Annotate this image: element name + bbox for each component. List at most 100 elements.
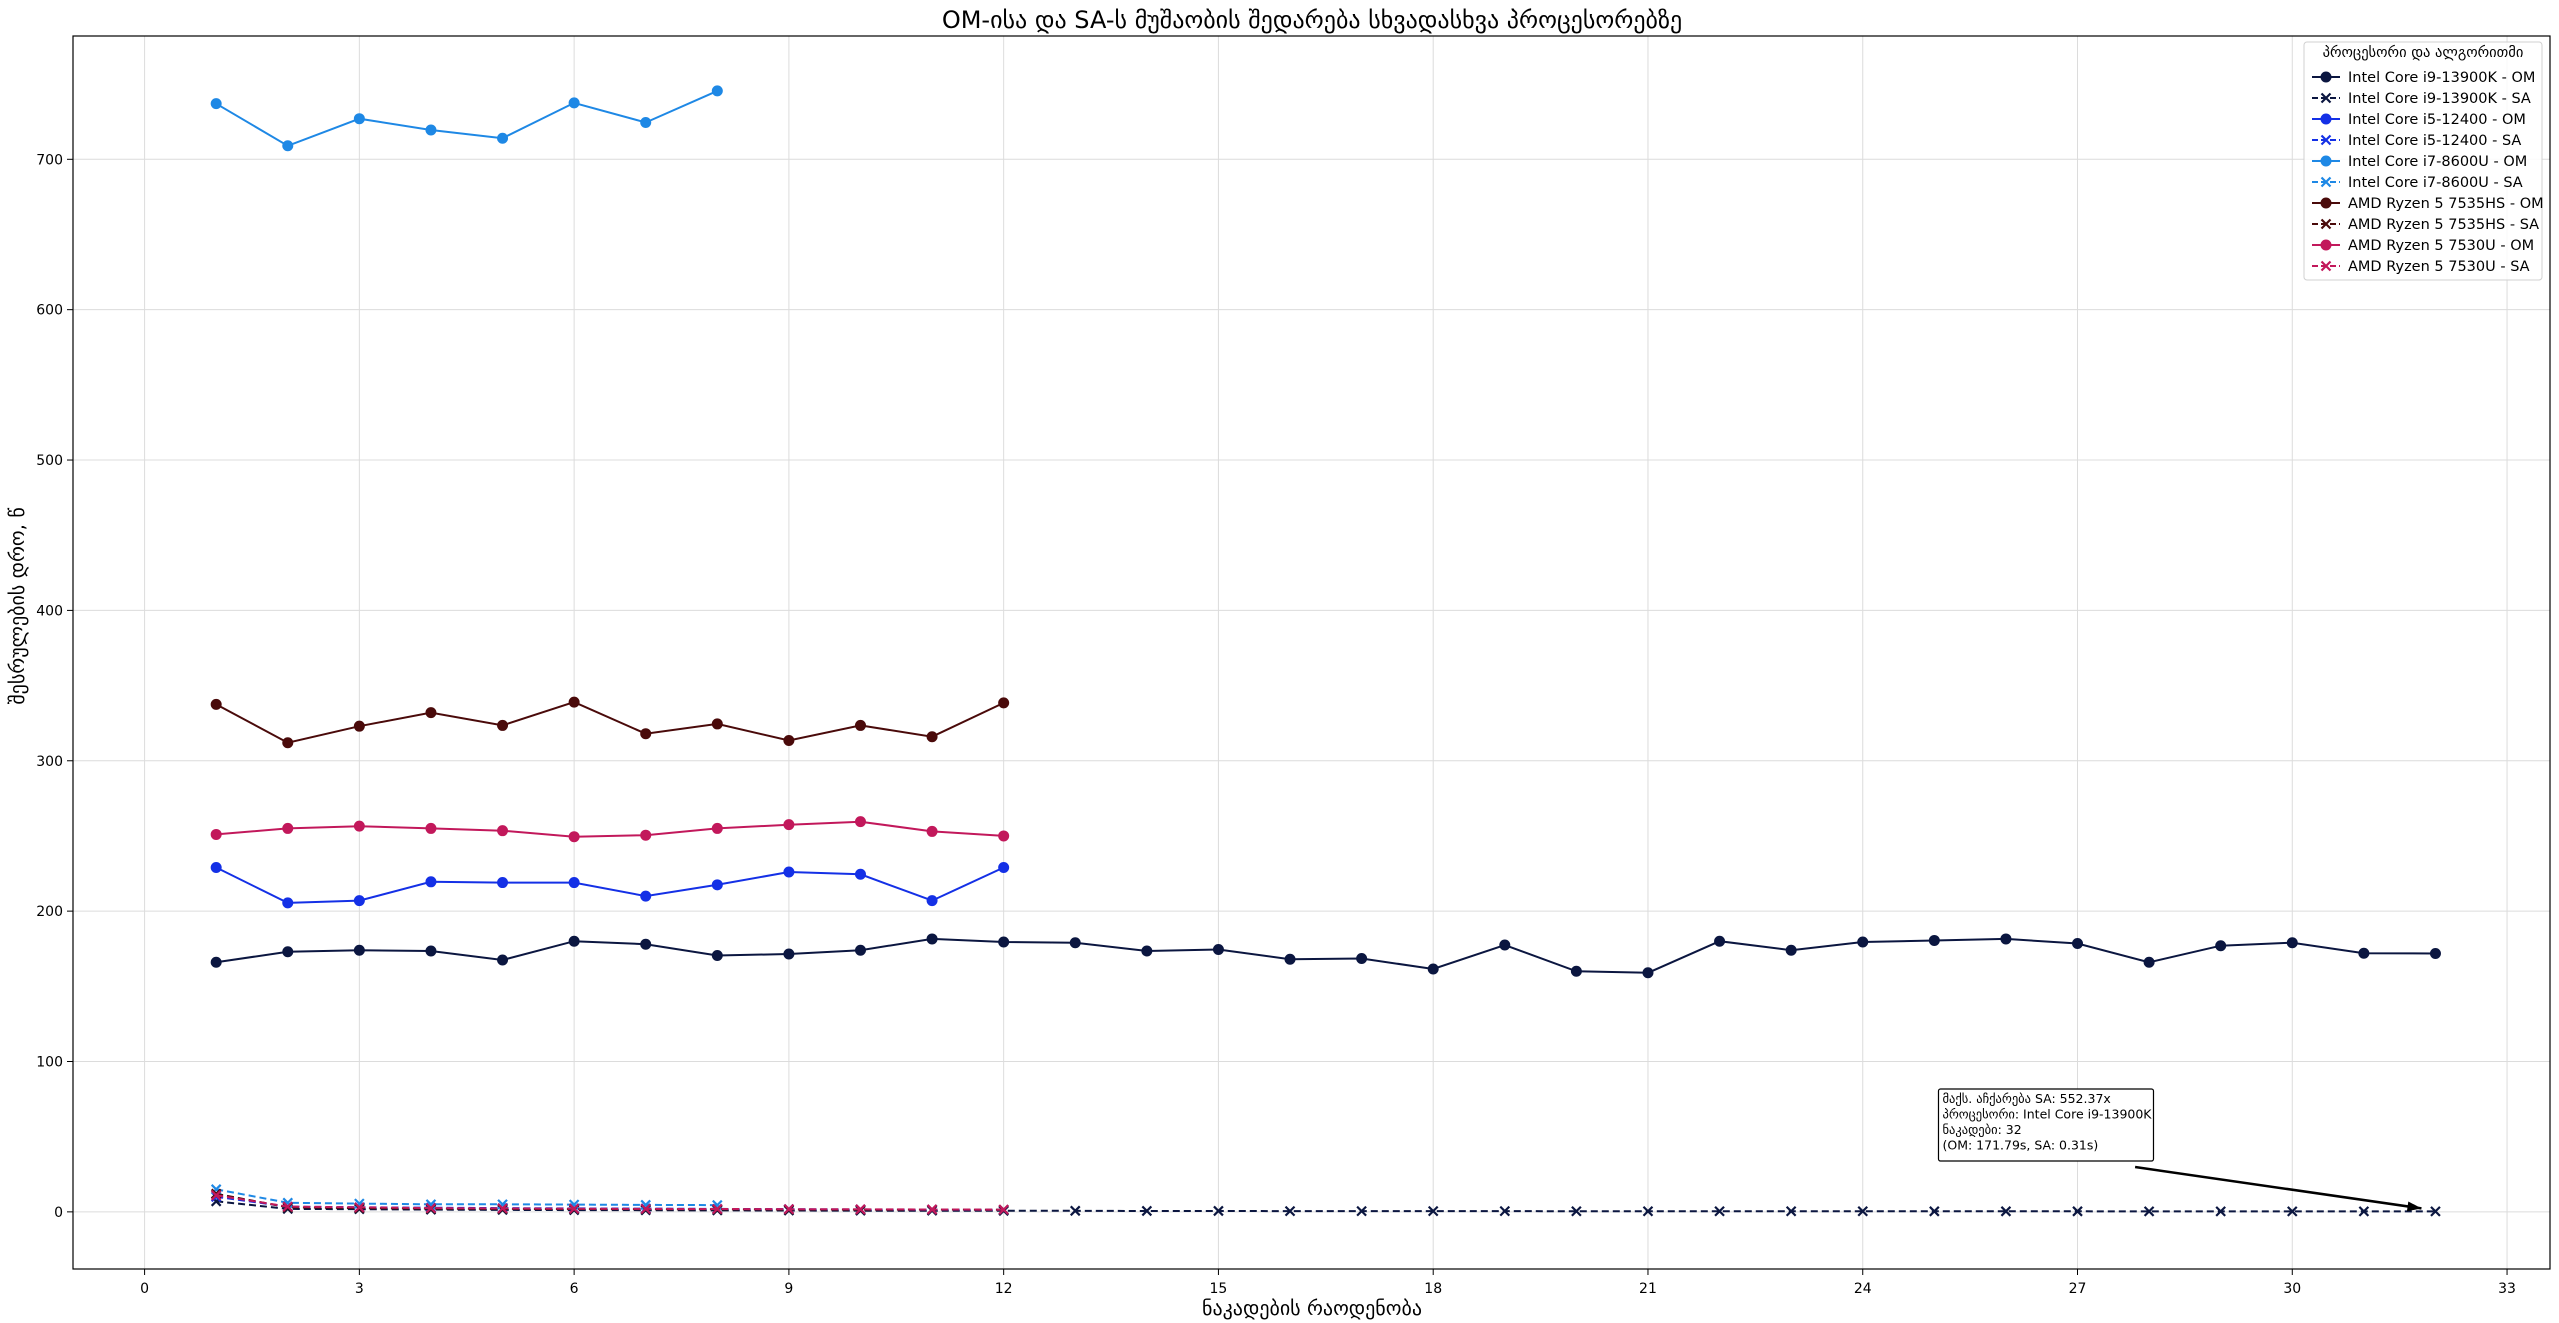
legend-swatch-marker bbox=[2320, 176, 2332, 188]
y-tick-label: 600 bbox=[36, 303, 63, 319]
legend-entry: Intel Core i9-13900K - SA bbox=[2312, 91, 2531, 107]
data-point bbox=[2143, 956, 2155, 968]
data-point bbox=[425, 124, 437, 136]
data-point bbox=[1069, 937, 1081, 949]
data-point bbox=[497, 954, 509, 966]
data-point bbox=[210, 862, 222, 874]
legend-swatch-marker bbox=[2320, 113, 2332, 125]
legend-label: AMD Ryzen 5 7535HS - SA bbox=[2348, 217, 2539, 233]
legend-entry: Intel Core i7-8600U - OM bbox=[2312, 154, 2527, 170]
legend-swatch-marker bbox=[2320, 92, 2332, 104]
data-point bbox=[568, 97, 580, 109]
legend-box bbox=[2303, 41, 2543, 281]
data-point bbox=[354, 1202, 365, 1213]
legend-entry: AMD Ryzen 5 7530U - OM bbox=[2312, 238, 2534, 254]
x-tick-label: 0 bbox=[140, 1281, 149, 1297]
data-point bbox=[998, 830, 1010, 842]
data-point bbox=[2215, 1206, 2226, 1217]
series-line bbox=[216, 937, 2436, 974]
data-point bbox=[2000, 1206, 2012, 1217]
data-point bbox=[210, 698, 222, 710]
data-point bbox=[282, 1201, 294, 1212]
legend-entry: AMD Ryzen 5 7535HS - SA bbox=[2312, 217, 2539, 233]
data-point bbox=[1570, 965, 1582, 977]
data-point bbox=[1857, 1205, 1869, 1217]
legend-swatch-marker bbox=[2320, 71, 2332, 83]
data-point bbox=[926, 731, 938, 743]
data-point bbox=[640, 728, 652, 740]
data-point bbox=[282, 946, 294, 958]
data-point bbox=[210, 98, 222, 110]
data-point bbox=[1284, 1205, 1296, 1217]
data-point bbox=[497, 132, 509, 144]
data-point bbox=[568, 831, 580, 843]
legend-label: Intel Core i9-13900K - SA bbox=[2348, 91, 2531, 107]
data-point bbox=[1785, 944, 1797, 956]
x-tick-label: 3 bbox=[355, 1281, 364, 1297]
data-point bbox=[998, 697, 1010, 709]
y-tick-label: 300 bbox=[36, 754, 63, 770]
legend-entry: Intel Core i5-12400 - SA bbox=[2312, 133, 2521, 149]
data-point bbox=[568, 877, 580, 889]
data-point bbox=[640, 116, 652, 128]
data-point bbox=[282, 897, 294, 909]
data-point bbox=[2287, 1206, 2298, 1217]
grid-lines bbox=[73, 36, 2550, 1269]
annotation-arrowhead bbox=[2406, 1201, 2422, 1212]
data-point bbox=[1213, 1205, 1224, 1217]
data-point bbox=[425, 707, 437, 719]
x-tick-label: 30 bbox=[2283, 1281, 2301, 1297]
x-tick-label: 21 bbox=[1639, 1281, 1657, 1297]
data-point bbox=[1427, 963, 1439, 975]
annotation-line: მაქს. აჩქარება SA: 552.37x bbox=[1942, 1091, 2110, 1106]
series-layer bbox=[210, 85, 2441, 1217]
data-point bbox=[783, 1203, 795, 1215]
legend-entry: AMD Ryzen 5 7535HS - OM bbox=[2312, 196, 2544, 212]
data-point bbox=[2072, 937, 2084, 949]
data-point bbox=[353, 944, 365, 956]
data-point bbox=[926, 933, 938, 945]
data-point bbox=[497, 719, 509, 731]
legend-swatch-marker bbox=[2320, 155, 2332, 167]
series-line bbox=[215, 701, 1005, 744]
series-10 bbox=[210, 1190, 1009, 1215]
x-tick-label: 24 bbox=[1854, 1281, 1872, 1297]
x-tick-label: 9 bbox=[784, 1281, 793, 1297]
legend-swatch-marker bbox=[2320, 239, 2332, 251]
data-point bbox=[282, 822, 294, 834]
legend-label: Intel Core i7-8600U - OM bbox=[2348, 154, 2527, 170]
data-point bbox=[353, 720, 365, 732]
data-point bbox=[1356, 952, 1368, 964]
series-9 bbox=[210, 816, 1010, 843]
x-tick-label: 15 bbox=[1210, 1281, 1228, 1297]
legend-entry: Intel Core i7-8600U - SA bbox=[2312, 175, 2523, 191]
data-point bbox=[998, 1204, 1009, 1215]
data-point bbox=[353, 895, 365, 907]
data-point bbox=[1714, 1205, 1725, 1217]
series-2 bbox=[210, 1196, 2441, 1217]
data-point bbox=[210, 956, 222, 968]
data-point bbox=[783, 866, 795, 878]
data-point bbox=[2286, 937, 2298, 949]
data-point bbox=[1642, 967, 1654, 979]
series-line bbox=[216, 820, 1004, 838]
data-point bbox=[998, 862, 1010, 874]
data-point bbox=[568, 1199, 580, 1210]
data-point bbox=[711, 879, 723, 891]
data-point bbox=[926, 1204, 938, 1215]
data-point bbox=[2358, 1206, 2370, 1217]
legend-entry: AMD Ryzen 5 7530U - SA bbox=[2312, 259, 2530, 275]
data-point bbox=[210, 828, 222, 840]
data-point bbox=[2143, 1206, 2155, 1217]
axis-ticks: 0 3 6 9 12 15 18 21 24 27 30 33 0 100 200 300 400 500 600 7… bbox=[36, 152, 2516, 1297]
data-point bbox=[425, 822, 437, 834]
legend: პროცესორი და ალგორითმი Intel Core i9-1390… bbox=[2303, 41, 2544, 281]
legend-title: პროცესორი და ალგორითმი bbox=[2323, 44, 2524, 61]
annotation-box bbox=[1937, 1088, 2155, 1162]
series-1 bbox=[210, 933, 2441, 979]
series-line bbox=[216, 1194, 1004, 1211]
legend-label: Intel Core i9-13900K - OM bbox=[2348, 70, 2535, 86]
data-point bbox=[497, 877, 509, 889]
data-point bbox=[1785, 1205, 1797, 1217]
